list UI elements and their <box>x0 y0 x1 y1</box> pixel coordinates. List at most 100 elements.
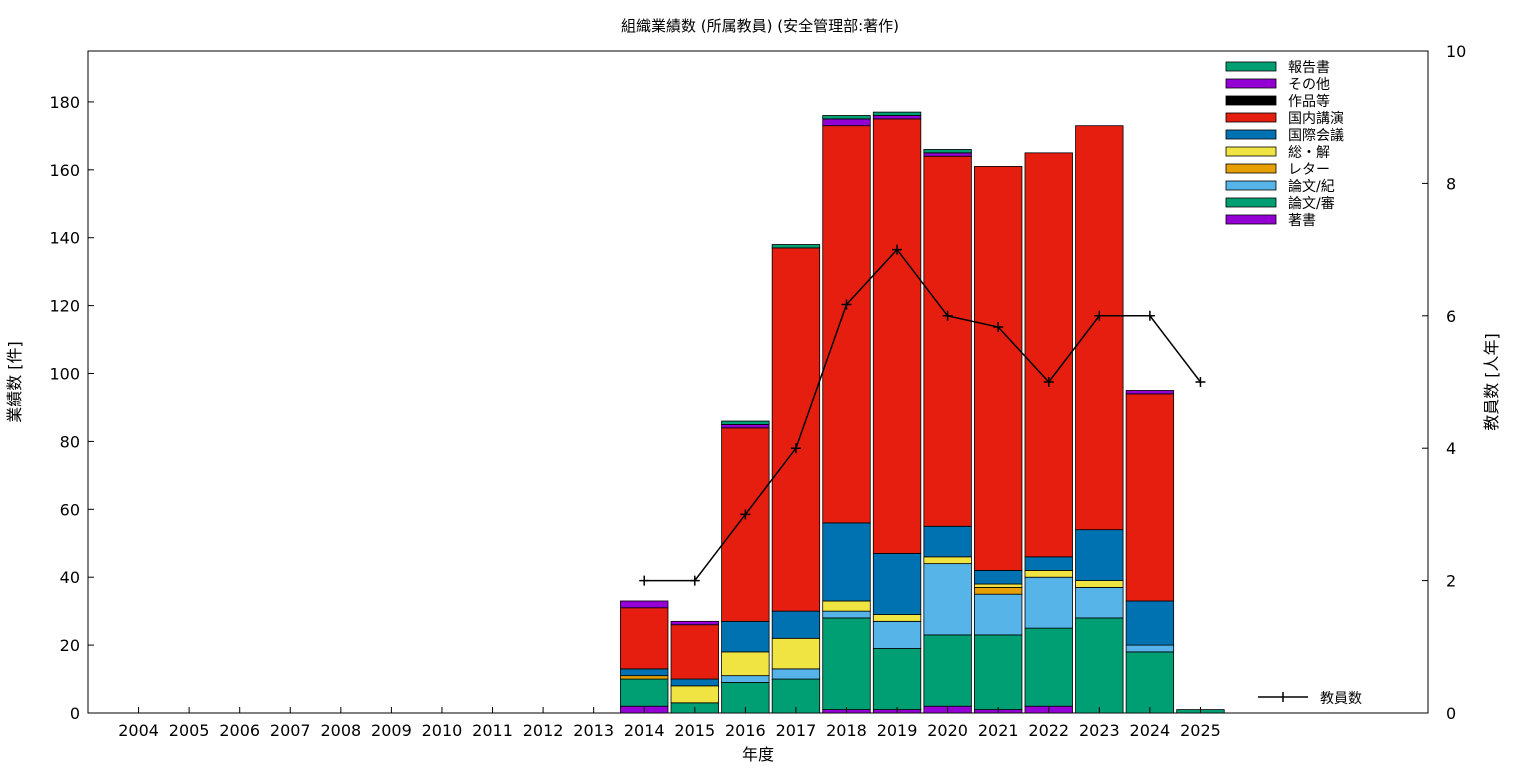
y-tick-label: 60 <box>60 500 80 519</box>
bar-segment <box>822 610 871 619</box>
bar-segment <box>872 614 922 622</box>
y-tick-label: 120 <box>49 297 80 316</box>
bar-segment <box>721 620 770 653</box>
y-axis-ticks: 0 20 40 60 80 100 120 140 160 180 <box>49 93 94 723</box>
x-axis-label: 年度 <box>742 745 774 764</box>
bar-segment <box>771 610 821 639</box>
bar-segment <box>923 556 972 565</box>
legend-label: 国際会議 <box>1288 127 1344 144</box>
bar-segment <box>670 678 719 687</box>
bar-segment <box>721 427 770 622</box>
y2-axis-ticks: 0 2 4 6 8 10 <box>1422 42 1466 723</box>
bar-segment <box>822 522 871 602</box>
bar-segment <box>822 125 871 524</box>
bar-segment <box>974 166 1023 571</box>
bar-segment <box>872 115 922 120</box>
bar-segment <box>923 563 972 636</box>
staff-point <box>639 575 650 586</box>
bar-segment <box>923 155 972 527</box>
staff-point <box>1094 310 1105 321</box>
x-tick-label: 2008 <box>320 721 361 740</box>
staff-point <box>1043 377 1054 387</box>
bar-segment <box>1075 580 1124 588</box>
legend-swatch <box>1225 95 1277 106</box>
bar-segment <box>620 600 669 609</box>
bar-segment <box>1075 529 1124 582</box>
x-tick-label: 2009 <box>371 721 412 740</box>
chart-title: 組織業績数 (所属教員) (安全管理部:著作) <box>621 17 899 35</box>
legend-swatch <box>1225 61 1277 72</box>
bar-segment <box>974 593 1023 636</box>
bar-segment <box>872 648 922 711</box>
bar-segment <box>822 600 871 612</box>
staff-point <box>1144 310 1155 321</box>
y-tick-label: 20 <box>60 636 80 655</box>
legend-swatch <box>1225 163 1277 174</box>
legend-swatch <box>1225 197 1277 208</box>
x-tick-label: 2006 <box>219 721 260 740</box>
bar-segment <box>620 607 669 670</box>
staff-point <box>942 310 953 321</box>
legend-label: 報告書 <box>1288 60 1330 76</box>
bar-segment <box>923 149 972 154</box>
bar-segment <box>923 152 972 157</box>
y-tick-label: 0 <box>70 704 80 723</box>
bar-segment <box>771 668 821 680</box>
bar-segment <box>620 678 669 707</box>
x-tick-label: 2010 <box>422 721 463 740</box>
bar-segment <box>872 553 922 615</box>
y-tick-label: 140 <box>49 229 80 248</box>
bar-segment <box>1075 617 1124 714</box>
staff-point <box>740 509 751 520</box>
bar-segment <box>822 115 871 120</box>
x-tick-label: 2007 <box>270 721 311 740</box>
legend-swatch <box>1225 78 1277 89</box>
y-tick-label: 40 <box>60 568 80 587</box>
y2-tick-label: 0 <box>1446 704 1456 723</box>
x-tick-label: 2011 <box>472 721 513 740</box>
bars-group <box>620 111 1225 714</box>
y-tick-label: 80 <box>60 432 80 451</box>
legend-label: 作品等 <box>1288 93 1330 110</box>
bar-segment <box>1125 644 1175 653</box>
staff-point <box>689 575 700 586</box>
bar-segment <box>620 675 669 680</box>
x-axis-ticks: 2004 2005 2006 2007 2008 2009 2010 2011 2012 2013… <box>118 707 1221 740</box>
bar-segment <box>620 668 669 677</box>
legend-label: 著書 <box>1288 213 1316 229</box>
x-tick-label: 2020 <box>927 721 968 740</box>
bar-segment <box>721 420 770 425</box>
staff-point <box>993 322 1004 333</box>
bar-segment <box>923 525 972 558</box>
x-tick-label: 2012 <box>523 721 564 740</box>
line-layer <box>639 244 1206 586</box>
bar-segment <box>1024 627 1073 707</box>
x-tick-label: 2015 <box>674 721 715 740</box>
bar-segment <box>1024 152 1073 558</box>
legend-label: 論文/審 <box>1288 196 1335 212</box>
y2-tick-label: 6 <box>1446 307 1456 326</box>
x-tick-label: 2017 <box>776 721 817 740</box>
y-tick-label: 100 <box>49 365 80 384</box>
y-tick-label: 160 <box>49 161 80 180</box>
staff-point <box>790 443 801 454</box>
bar-segment <box>670 685 719 704</box>
bar-segment <box>1125 393 1175 602</box>
bar-segment <box>721 651 770 677</box>
legend-label: 総・解 <box>1288 145 1330 161</box>
bar-segment <box>1024 570 1073 578</box>
bar-segment <box>822 617 871 711</box>
bar-segment <box>1125 390 1175 395</box>
bar-segment <box>872 620 922 649</box>
line-legend-label: 教員数 <box>1320 691 1362 707</box>
bar-segment <box>1125 600 1175 646</box>
bar-segment <box>1024 576 1073 629</box>
bar-segment <box>721 675 770 683</box>
bar-segment <box>670 624 719 680</box>
bar-segment <box>771 247 821 612</box>
bar-segment <box>974 583 1023 588</box>
x-tick-label: 2025 <box>1180 721 1221 740</box>
